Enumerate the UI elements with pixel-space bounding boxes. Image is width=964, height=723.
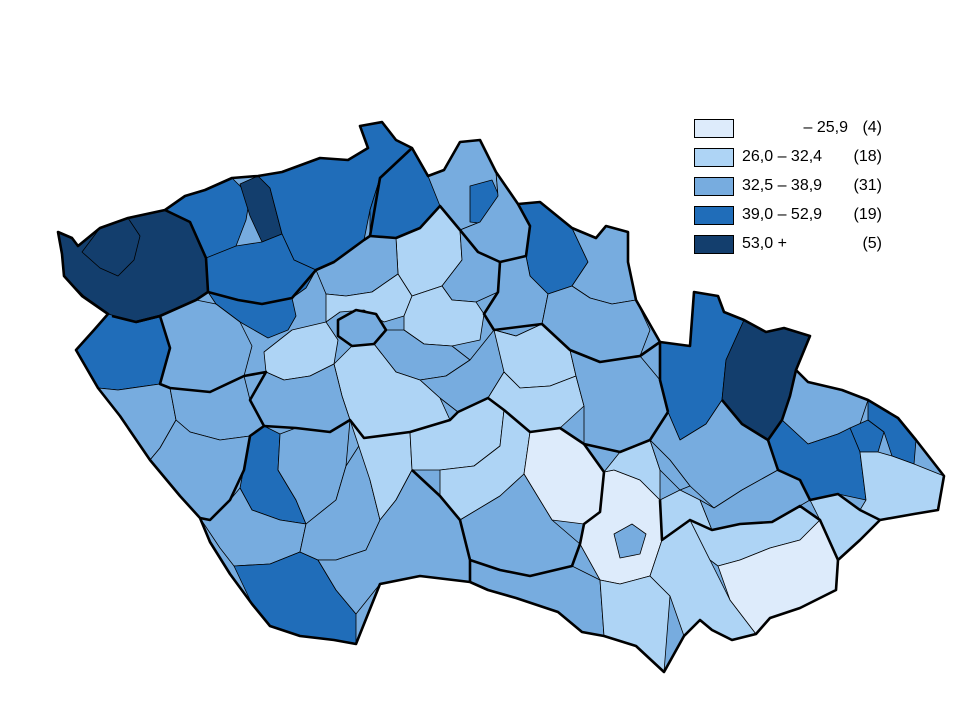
legend-item-2: 26,0 – 32,4 (18) bbox=[694, 146, 894, 175]
legend-range: 53,0 + bbox=[742, 235, 787, 252]
legend-item-3: 32,5 – 38,9 (31) bbox=[694, 175, 894, 204]
legend-count: (19) bbox=[853, 206, 882, 223]
district-prostejov bbox=[649, 439, 691, 491]
legend-count: (5) bbox=[862, 235, 882, 252]
district-brno-mesto bbox=[613, 523, 647, 559]
legend-swatch bbox=[694, 119, 734, 138]
legend-swatch bbox=[694, 148, 734, 167]
legend-count: (4) bbox=[862, 119, 882, 136]
legend-range: 39,0 – 52,9 bbox=[742, 206, 823, 223]
legend-item-1: – 25,9 (4) bbox=[694, 117, 894, 146]
legend-item-5: 53,0 + (5) bbox=[694, 233, 894, 262]
legend-count: (31) bbox=[853, 177, 882, 194]
legend-swatch bbox=[694, 206, 734, 225]
legend-range: – 25,9 bbox=[803, 119, 848, 136]
district-sokolov bbox=[81, 217, 141, 277]
map-legend: – 25,9 (4) 26,0 – 32,4 (18) 32,5 – 38,9 … bbox=[694, 117, 894, 262]
legend-range: 32,5 – 38,9 bbox=[742, 177, 823, 194]
district-nymburk bbox=[403, 285, 485, 347]
district-breclav bbox=[599, 575, 671, 673]
legend-range: 26,0 – 32,4 bbox=[742, 148, 823, 165]
legend-swatch bbox=[694, 235, 734, 254]
region-boundaries bbox=[56, 120, 946, 674]
legend-item-4: 39,0 – 52,9 (19) bbox=[694, 204, 894, 233]
legend-swatch bbox=[694, 177, 734, 196]
legend-count: (18) bbox=[853, 148, 882, 165]
district-cheb bbox=[75, 313, 171, 391]
